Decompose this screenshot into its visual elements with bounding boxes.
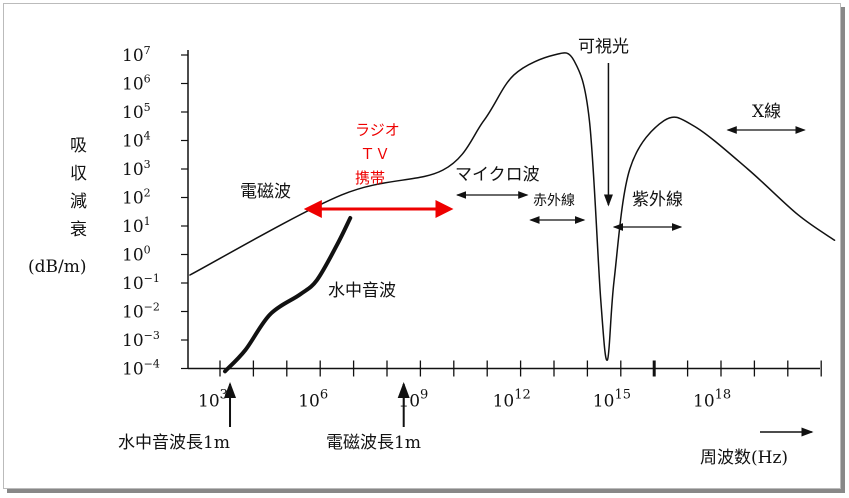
figure-frame <box>3 3 841 489</box>
series-line-electromagnetic <box>189 52 836 361</box>
label-radio-tv-mobile: 携帯 <box>355 169 385 187</box>
axes: 107 106 105 104 103 102 101 100 10−1 10−2 10−3 10−4… <box>122 44 822 412</box>
y-tick-label: 102 <box>122 187 151 209</box>
y-tick-label: 101 <box>122 215 151 237</box>
label-electromagnetic: 電磁波 <box>240 182 291 202</box>
y-unit: (dB/m) <box>28 257 87 277</box>
label-xray: X線 <box>752 102 781 122</box>
x-tick-label: 103 <box>198 388 228 412</box>
label-em-1m: 電磁波長1m <box>326 433 421 453</box>
label-microwave: マイクロ波 <box>455 165 540 185</box>
label-visible: 可視光 <box>578 37 629 57</box>
curves <box>189 52 836 374</box>
y-tick-label: 104 <box>122 130 151 152</box>
label-infrared: 赤外線 <box>533 193 575 209</box>
series-line-underwater-sound <box>223 216 353 374</box>
x-axis-title: 周波数(Hz) <box>700 448 788 468</box>
x-tick-label: 106 <box>298 388 328 412</box>
y-tick-label: 10−2 <box>122 301 160 323</box>
label-ultraviolet: 紫外線 <box>632 190 683 210</box>
label-radio-tv-mobile: ＴＶ <box>360 145 390 163</box>
x-tick-label: 1012 <box>493 388 531 412</box>
label-underwater-sound: 水中音波 <box>328 281 396 301</box>
y-axis-title: 吸収減衰 <box>66 136 86 248</box>
y-tick-label: 107 <box>122 44 151 66</box>
label-radio-tv-mobile: ラジオ <box>355 121 400 139</box>
y-tick-label: 10−1 <box>122 272 160 294</box>
x-tick-label: 1018 <box>693 388 731 412</box>
y-tick-label: 10−4 <box>122 358 160 380</box>
x-tick-label: 1015 <box>593 388 631 412</box>
y-tick-label: 100 <box>122 244 151 266</box>
label-sound-1m: 水中音波長1m <box>118 433 230 453</box>
y-tick-label: 106 <box>122 73 151 95</box>
y-tick-label: 105 <box>122 101 151 123</box>
y-tick-label: 103 <box>122 158 151 180</box>
y-tick-label: 10−3 <box>122 329 160 351</box>
